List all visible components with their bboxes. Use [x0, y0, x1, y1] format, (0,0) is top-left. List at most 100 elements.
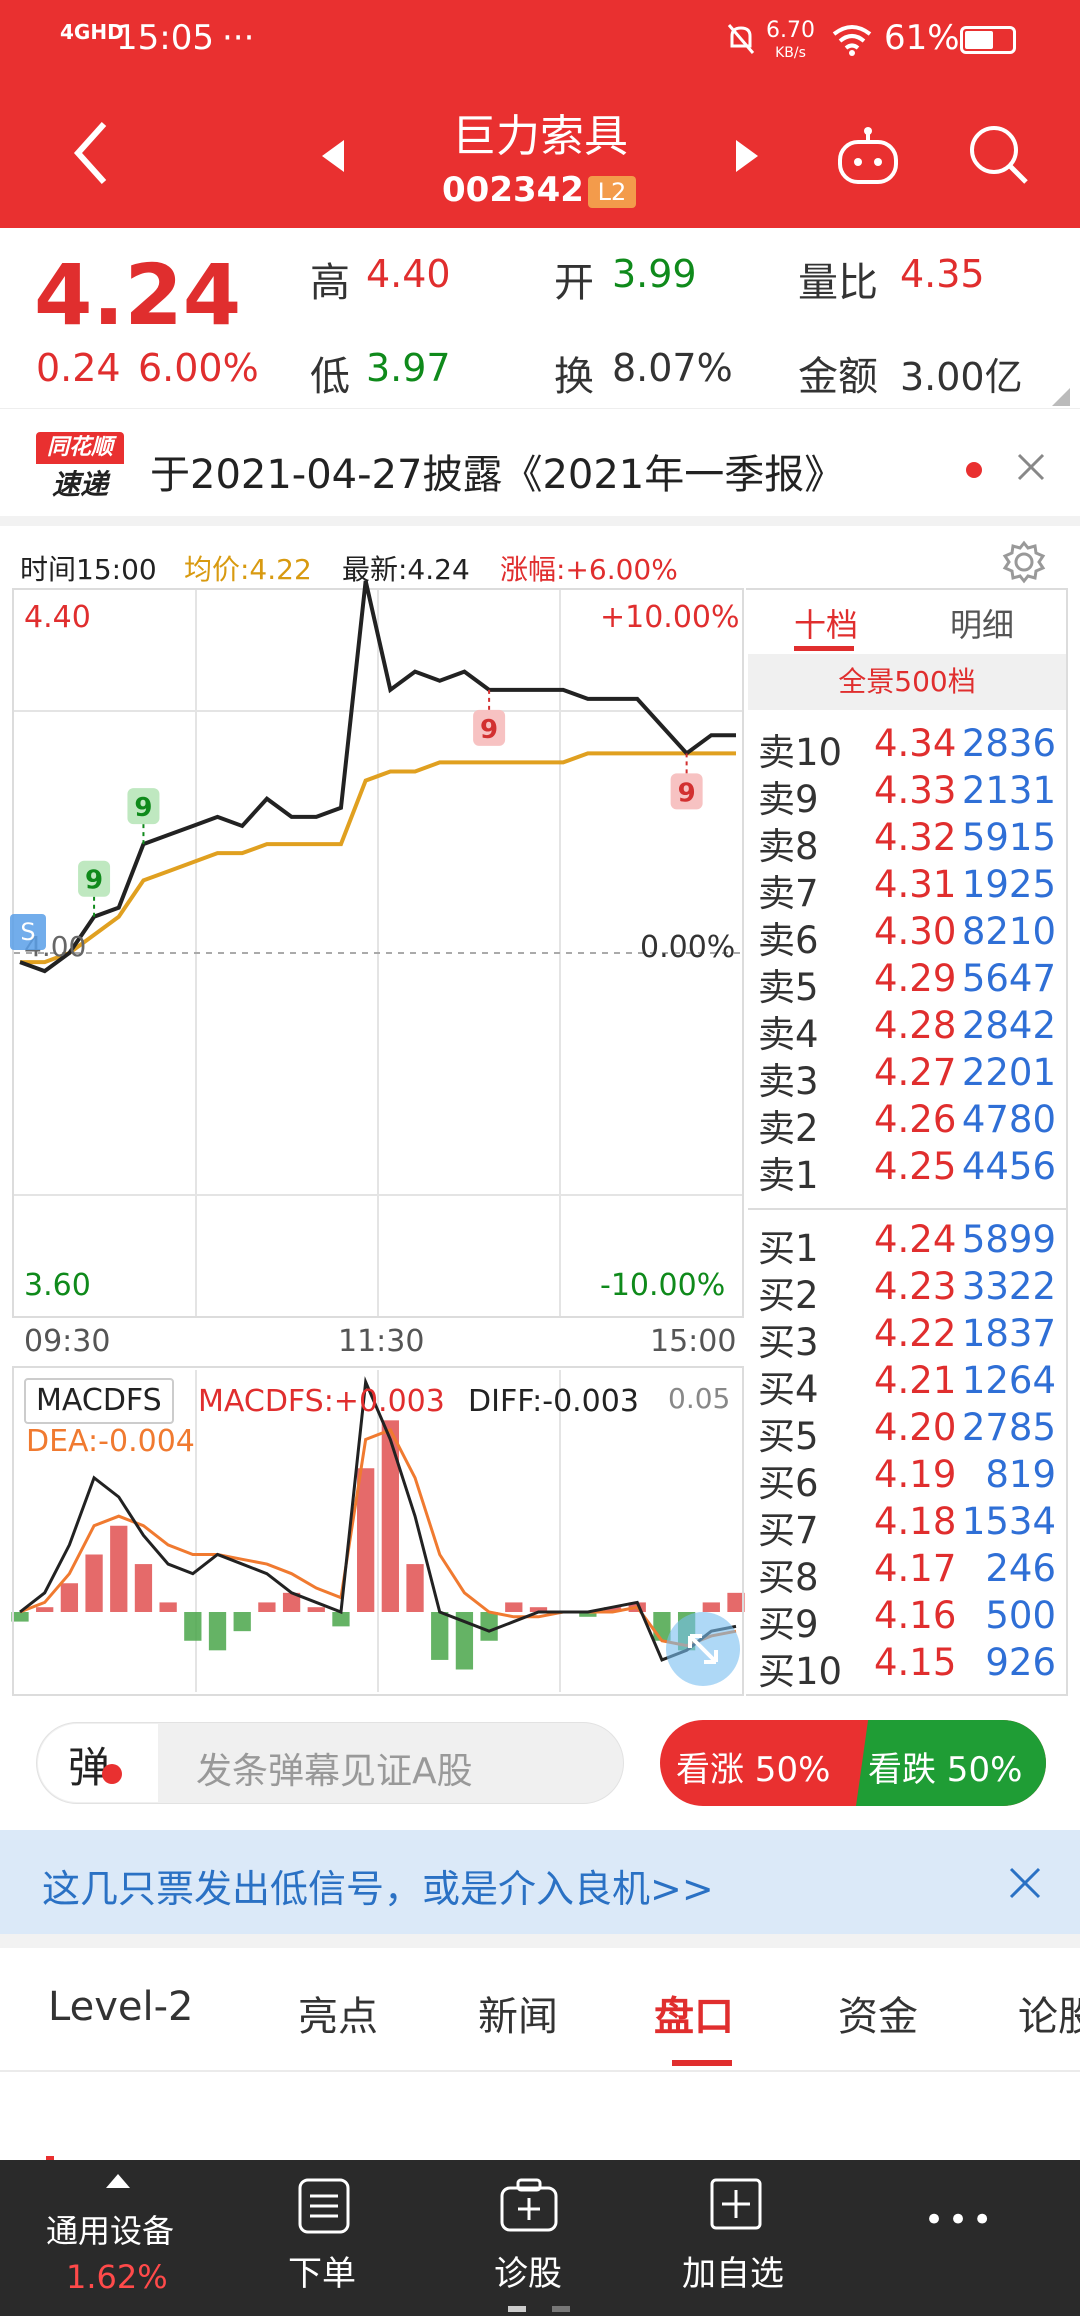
- macd-hist-bar: [505, 1602, 523, 1612]
- tab-news[interactable]: 新闻: [478, 1994, 558, 2040]
- sell-level-row[interactable]: 卖5 4.29 5647: [758, 957, 1068, 1009]
- macd-indicator-button[interactable]: MACDFS: [24, 1378, 174, 1424]
- signal-marker: [473, 709, 506, 746]
- bearish-button[interactable]: 看跌 50%: [868, 1750, 1023, 1790]
- diagnose-icon[interactable]: [498, 2176, 560, 2240]
- info-latest: 最新:4.24: [342, 553, 470, 586]
- macd-scale: 0.05: [668, 1382, 731, 1415]
- sector-expand-icon[interactable]: [104, 2172, 132, 2194]
- diagnose-label[interactable]: 诊股: [494, 2254, 562, 2294]
- tab-ten-levels[interactable]: 十档: [794, 606, 859, 644]
- price-change: 0.24: [36, 346, 121, 390]
- tab-forum[interactable]: 论股: [1018, 1994, 1080, 2040]
- tab-orderbook[interactable]: 盘口: [654, 1994, 734, 2040]
- news-text[interactable]: 于2021-04-27披露《2021年一季报》: [150, 452, 845, 498]
- buy-level-price: 4.19: [874, 1453, 957, 1496]
- buy-level-row[interactable]: 买10 4.15 926: [758, 1641, 1068, 1693]
- macd-hist-bar: [307, 1607, 325, 1612]
- macd-hist-bar: [727, 1592, 745, 1612]
- tab-level2[interactable]: Level-2: [48, 1984, 194, 2030]
- robot-icon[interactable]: [836, 126, 900, 190]
- app-header: 4GHD 15:05 ··· 6.70 KB/s 61% 巨力索具 002342 …: [0, 0, 1080, 228]
- tab-highlights[interactable]: 亮点: [298, 1994, 378, 2040]
- tab-detail[interactable]: 明细: [950, 606, 1015, 644]
- amount-value: 3.00亿: [900, 355, 1023, 399]
- macd-hist-bar: [579, 1612, 597, 1617]
- buy-level-row[interactable]: 买4 4.21 1264: [758, 1359, 1068, 1411]
- order-label[interactable]: 下单: [288, 2254, 356, 2294]
- buy-level-row[interactable]: 买2 4.23 3322: [758, 1265, 1068, 1317]
- page-indicator-1: [508, 2306, 526, 2312]
- danmu-badge[interactable]: 弹: [38, 1724, 158, 1802]
- settings-gear-icon[interactable]: [1002, 540, 1046, 588]
- sell-level-row[interactable]: 卖10 4.34 2836: [758, 722, 1068, 774]
- buy-level-row[interactable]: 买8 4.17 246: [758, 1547, 1068, 1599]
- s-marker[interactable]: S: [10, 914, 46, 950]
- sell-level-row[interactable]: 卖7 4.31 1925: [758, 863, 1068, 915]
- macd-hist-bar: [233, 1612, 251, 1632]
- battery-icon: [960, 26, 1016, 54]
- macd-hist-bar: [332, 1612, 350, 1627]
- order-icon[interactable]: [296, 2176, 352, 2240]
- buy-level-volume: 500: [985, 1594, 1056, 1637]
- expand-corner-icon[interactable]: [1052, 388, 1070, 410]
- x-label-open: 09:30: [24, 1324, 111, 1359]
- buy-level-label: 买3: [758, 1321, 819, 1364]
- sell-level-row[interactable]: 卖9 4.33 2131: [758, 769, 1068, 821]
- sector-name[interactable]: 通用设备: [46, 2212, 175, 2250]
- sell-level-volume: 2842: [961, 1004, 1056, 1047]
- prev-stock-icon[interactable]: [318, 138, 348, 178]
- close-news-icon[interactable]: [1016, 452, 1046, 486]
- buy-level-label: 买8: [758, 1556, 819, 1599]
- sell-level-row[interactable]: 卖3 4.27 2201: [758, 1051, 1068, 1103]
- bullish-button[interactable]: 看涨 50%: [676, 1750, 831, 1790]
- buy-level-price: 4.18: [874, 1500, 957, 1543]
- price-chart-frame[interactable]: [12, 588, 744, 1318]
- info-time: 时间15:00: [20, 553, 157, 586]
- add-watchlist-label[interactable]: 加自选: [682, 2254, 784, 2294]
- add-watchlist-icon[interactable]: [708, 2176, 764, 2236]
- buy-level-row[interactable]: 买3 4.22 1837: [758, 1312, 1068, 1364]
- back-icon[interactable]: [70, 118, 110, 192]
- more-icon[interactable]: •••: [924, 2200, 997, 2240]
- sell-level-price: 4.29: [874, 957, 957, 1000]
- sell-level-row[interactable]: 卖1 4.25 4456: [758, 1145, 1068, 1197]
- orderbook-divider: [748, 1208, 1066, 1210]
- buy-level-row[interactable]: 买7 4.18 1534: [758, 1500, 1068, 1552]
- macd-hist-bar: [11, 1612, 29, 1622]
- macd-frame[interactable]: [12, 1366, 744, 1696]
- buy-level-price: 4.16: [874, 1594, 957, 1637]
- full-view-500-button[interactable]: 全景500档: [748, 654, 1066, 710]
- danmu-placeholder[interactable]: 发条弹幕见证A股: [196, 1751, 473, 1792]
- wifi-icon: [832, 24, 872, 60]
- sell-level-price: 4.25: [874, 1145, 957, 1188]
- sell-level-row[interactable]: 卖8 4.32 5915: [758, 816, 1068, 868]
- sell-level-row[interactable]: 卖4 4.28 2842: [758, 1004, 1068, 1056]
- buy-level-volume: 819: [985, 1453, 1056, 1496]
- sell-level-row[interactable]: 卖6 4.30 8210: [758, 910, 1068, 962]
- next-stock-icon[interactable]: [732, 138, 762, 178]
- open-label: 开: [554, 260, 594, 306]
- fullscreen-icon[interactable]: [666, 1612, 740, 1686]
- news-bar[interactable]: [0, 408, 1080, 526]
- buy-level-row[interactable]: 买5 4.20 2785: [758, 1406, 1068, 1458]
- price-change-pct: 6.00%: [138, 346, 259, 390]
- sell-level-label: 卖4: [758, 1013, 819, 1056]
- search-icon[interactable]: [966, 122, 1030, 190]
- macd-hist-bar: [357, 1468, 375, 1612]
- buy-level-row[interactable]: 买9 4.16 500: [758, 1594, 1068, 1646]
- buy-level-price: 4.23: [874, 1265, 957, 1308]
- buy-level-row[interactable]: 买1 4.24 5899: [758, 1218, 1068, 1270]
- tab-funds[interactable]: 资金: [838, 1994, 918, 2040]
- buy-level-row[interactable]: 买6 4.19 819: [758, 1453, 1068, 1505]
- sell-level-volume: 2201: [961, 1051, 1056, 1094]
- macd-hist-bar: [455, 1612, 474, 1670]
- promo-text[interactable]: 这几只票发出低信号，或是介入良机>>: [42, 1867, 714, 1911]
- sell-level-price: 4.28: [874, 1004, 957, 1047]
- diff-value: DIFF:-0.003: [468, 1384, 639, 1419]
- close-promo-icon[interactable]: [1008, 1866, 1042, 1904]
- sell-level-label: 卖3: [758, 1060, 819, 1103]
- sell-level-row[interactable]: 卖2 4.26 4780: [758, 1098, 1068, 1150]
- promo-banner[interactable]: [0, 1830, 1080, 1934]
- last-price: 4.24: [34, 246, 242, 344]
